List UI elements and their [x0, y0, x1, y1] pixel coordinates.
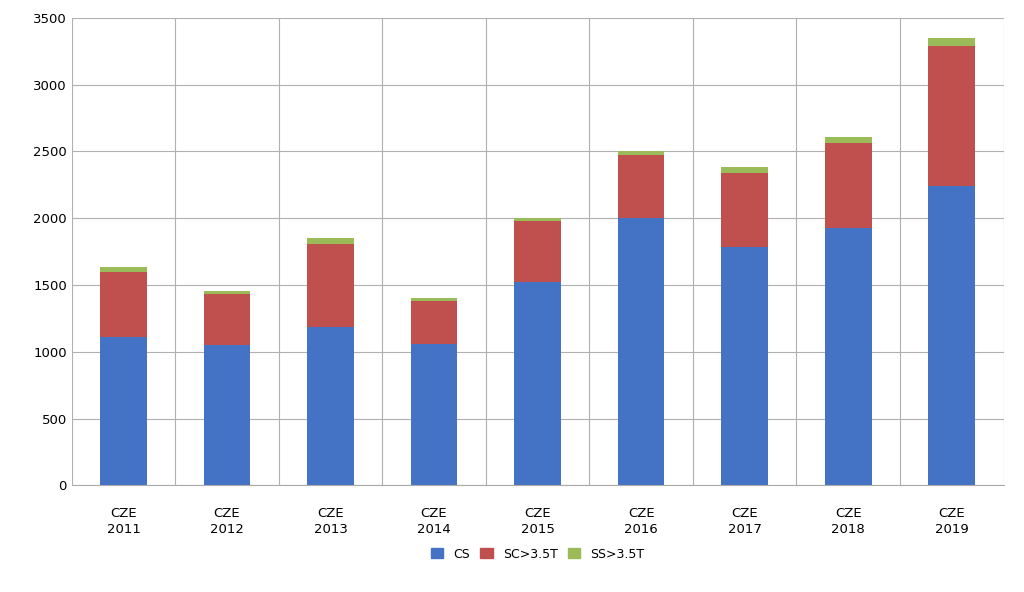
Bar: [617, 217, 665, 485]
Bar: [825, 143, 871, 228]
Bar: [100, 337, 146, 485]
Bar: [411, 344, 458, 485]
Text: CZE: CZE: [214, 507, 241, 520]
Text: CZE: CZE: [524, 507, 551, 520]
Bar: [514, 217, 561, 221]
Text: 2012: 2012: [210, 523, 244, 536]
Text: 2014: 2014: [417, 523, 451, 536]
Text: 2013: 2013: [313, 523, 347, 536]
Bar: [929, 186, 975, 485]
Text: CZE: CZE: [111, 507, 137, 520]
Bar: [204, 294, 250, 345]
Bar: [514, 282, 561, 485]
Bar: [307, 243, 354, 327]
Bar: [617, 152, 665, 155]
Bar: [825, 228, 871, 485]
Bar: [514, 221, 561, 282]
Bar: [721, 173, 768, 247]
Bar: [204, 345, 250, 485]
Text: CZE: CZE: [731, 507, 758, 520]
Legend: CS, SC>3.5T, SS>3.5T: CS, SC>3.5T, SS>3.5T: [426, 543, 649, 566]
Bar: [929, 38, 975, 46]
Bar: [411, 298, 458, 301]
Bar: [204, 291, 250, 294]
Text: 2015: 2015: [520, 523, 555, 536]
Text: 2011: 2011: [106, 523, 140, 536]
Bar: [307, 327, 354, 485]
Bar: [929, 46, 975, 186]
Bar: [100, 272, 146, 337]
Text: 2017: 2017: [728, 523, 762, 536]
Text: CZE: CZE: [938, 507, 965, 520]
Text: 2019: 2019: [935, 523, 969, 536]
Text: CZE: CZE: [421, 507, 447, 520]
Bar: [307, 238, 354, 243]
Text: CZE: CZE: [628, 507, 654, 520]
Bar: [411, 301, 458, 344]
Bar: [100, 267, 146, 272]
Bar: [721, 168, 768, 173]
Text: CZE: CZE: [317, 507, 344, 520]
Bar: [825, 137, 871, 143]
Text: 2018: 2018: [831, 523, 865, 536]
Bar: [721, 247, 768, 485]
Bar: [617, 155, 665, 217]
Text: 2016: 2016: [625, 523, 658, 536]
Text: CZE: CZE: [835, 507, 861, 520]
